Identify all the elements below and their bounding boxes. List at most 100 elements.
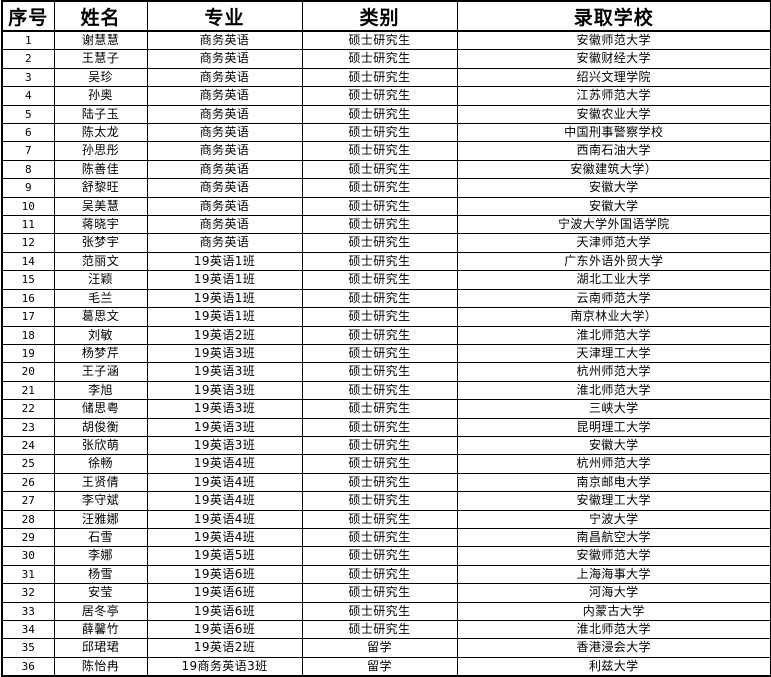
- cell-name: 吴美慧: [53, 196, 148, 217]
- cell-type: 硕士研究生: [301, 270, 458, 290]
- cell-type: 硕士研究生: [301, 30, 458, 51]
- table-row: 30 李娜 19英语5班 硕士研究生 安徽师范大学: [1, 546, 771, 566]
- cell-major: 商务英语: [146, 159, 303, 180]
- cell-school: 淮北师范大学: [456, 325, 771, 345]
- cell-school: 西南石油大学: [456, 141, 771, 161]
- cell-major: 19英语3班: [146, 362, 303, 382]
- cell-type: 硕士研究生: [301, 417, 458, 437]
- cell-index: 30: [1, 546, 55, 566]
- cell-index: 33: [1, 601, 55, 622]
- cell-major: 商务英语: [146, 104, 303, 125]
- cell-index: 5: [1, 104, 55, 125]
- cell-name: 陈怡冉: [53, 656, 148, 677]
- cell-name: 陈太龙: [53, 123, 148, 143]
- cell-name: 吴珍: [53, 67, 148, 88]
- table-row: 7 孙思彤 商务英语 硕士研究生 西南石油大学: [1, 141, 771, 161]
- cell-type: 硕士研究生: [301, 288, 458, 309]
- cell-major: 19英语1班: [146, 251, 303, 272]
- cell-major: 19英语3班: [146, 343, 303, 364]
- cell-major: 19商务英语3班: [146, 656, 303, 677]
- cell-name: 居冬亭: [53, 601, 148, 622]
- cell-school: 上海海事大学: [456, 564, 771, 585]
- cell-major: 19英语3班: [146, 399, 303, 419]
- cell-school: 淮北师范大学: [456, 380, 771, 401]
- table-row: 33 居冬亭 19英语6班 硕士研究生 内蒙古大学: [1, 601, 771, 622]
- cell-major: 19英语4班: [146, 454, 303, 474]
- cell-index: 7: [1, 141, 55, 161]
- cell-major: 19英语1班: [146, 307, 303, 327]
- cell-school: 安徽大学: [456, 178, 771, 198]
- table-body: 1 谢慧慧 商务英语 硕士研究生 安徽师范大学 2 王慧子 商务英语 硕士研究生 安徽财经大学 3 吴…: [1, 30, 771, 677]
- cell-major: 19英语4班: [146, 472, 303, 493]
- cell-type: 硕士研究生: [301, 178, 458, 198]
- cell-name: 刘敏: [53, 325, 148, 345]
- cell-school: 绍兴文理学院: [456, 67, 771, 88]
- cell-school: 安徽财经大学: [456, 49, 771, 69]
- table-header: 序号 姓名 专业 类别 录取学校: [1, 0, 771, 32]
- cell-name: 舒黎旺: [53, 178, 148, 198]
- column-header-major: 专业: [146, 0, 303, 32]
- table-row: 22 储思粤 19英语3班 硕士研究生 三峡大学: [1, 399, 771, 419]
- table-row: 4 孙奥 商务英语 硕士研究生 江苏师范大学: [1, 86, 771, 106]
- cell-major: 19英语3班: [146, 380, 303, 401]
- cell-index: 32: [1, 583, 55, 603]
- cell-type: 硕士研究生: [301, 601, 458, 622]
- cell-type: 硕士研究生: [301, 527, 458, 548]
- cell-school: 安徽大学: [456, 435, 771, 456]
- cell-name: 汪雅娜: [53, 509, 148, 529]
- cell-index: 8: [1, 159, 55, 180]
- table-row: 26 王贤倩 19英语4班 硕士研究生 南京邮电大学: [1, 472, 771, 493]
- cell-type: 留学: [301, 656, 458, 677]
- cell-school: 江苏师范大学: [456, 86, 771, 106]
- cell-type: 硕士研究生: [301, 307, 458, 327]
- cell-major: 商务英语: [146, 30, 303, 51]
- table-row: 35 邱珺珺 19英语2班 留学 香港浸会大学: [1, 638, 771, 658]
- cell-school: 南昌航空大学: [456, 527, 771, 548]
- cell-type: 硕士研究生: [301, 454, 458, 474]
- cell-index: 21: [1, 380, 55, 401]
- cell-index: 31: [1, 564, 55, 585]
- cell-name: 范丽文: [53, 251, 148, 272]
- cell-name: 陈善佳: [53, 159, 148, 180]
- cell-index: 2: [1, 49, 55, 69]
- cell-name: 毛兰: [53, 288, 148, 309]
- cell-major: 19英语2班: [146, 638, 303, 658]
- cell-type: 硕士研究生: [301, 159, 458, 180]
- cell-type: 留学: [301, 638, 458, 658]
- cell-type: 硕士研究生: [301, 491, 458, 511]
- cell-major: 商务英语: [146, 215, 303, 235]
- cell-type: 硕士研究生: [301, 343, 458, 364]
- cell-index: 14: [1, 251, 55, 272]
- cell-major: 19英语6班: [146, 601, 303, 622]
- column-header-school: 录取学校: [456, 0, 771, 32]
- cell-name: 王贤倩: [53, 472, 148, 493]
- cell-major: 19英语2班: [146, 325, 303, 345]
- cell-school: 南京邮电大学: [456, 472, 771, 493]
- cell-index: 22: [1, 399, 55, 419]
- cell-name: 孙思彤: [53, 141, 148, 161]
- cell-major: 商务英语: [146, 86, 303, 106]
- cell-index: 25: [1, 454, 55, 474]
- cell-index: 10: [1, 196, 55, 217]
- table-row: 20 王子涵 19英语3班 硕士研究生 杭州师范大学: [1, 362, 771, 382]
- cell-school: 云南师范大学: [456, 288, 771, 309]
- cell-major: 19英语4班: [146, 527, 303, 548]
- cell-name: 薛馨竹: [53, 619, 148, 640]
- cell-index: 29: [1, 527, 55, 548]
- cell-index: 1: [1, 30, 55, 51]
- cell-name: 陆子玉: [53, 104, 148, 125]
- cell-type: 硕士研究生: [301, 380, 458, 401]
- cell-major: 19英语6班: [146, 564, 303, 585]
- table-row: 36 陈怡冉 19商务英语3班 留学 利兹大学: [1, 656, 771, 677]
- column-header-type: 类别: [301, 0, 458, 32]
- cell-type: 硕士研究生: [301, 362, 458, 382]
- cell-major: 商务英语: [146, 178, 303, 198]
- table-row: 18 刘敏 19英语2班 硕士研究生 淮北师范大学: [1, 325, 771, 345]
- cell-index: 12: [1, 233, 55, 253]
- cell-type: 硕士研究生: [301, 251, 458, 272]
- cell-school: 南京林业大学）: [456, 307, 771, 327]
- cell-major: 商务英语: [146, 196, 303, 217]
- cell-index: 16: [1, 288, 55, 309]
- cell-school: 安徽建筑大学）: [456, 159, 771, 180]
